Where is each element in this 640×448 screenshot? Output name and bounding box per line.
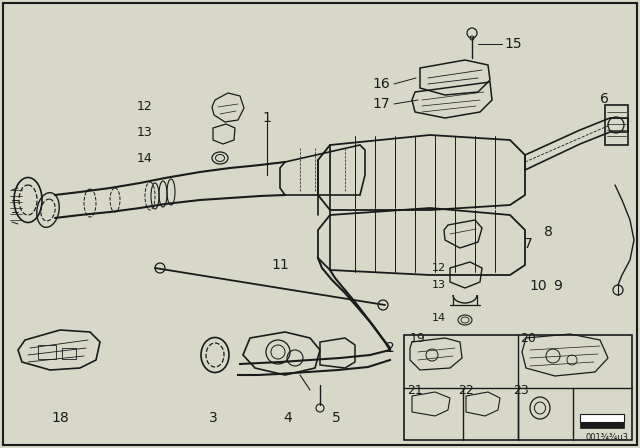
Text: 5: 5 bbox=[332, 411, 340, 425]
Text: 1: 1 bbox=[262, 111, 271, 125]
Text: 18: 18 bbox=[51, 411, 69, 425]
Text: 15: 15 bbox=[504, 37, 522, 51]
Text: 13: 13 bbox=[136, 126, 152, 139]
Text: 22: 22 bbox=[458, 383, 474, 396]
Text: 3: 3 bbox=[209, 411, 218, 425]
Text: 13: 13 bbox=[432, 280, 446, 290]
Text: 19: 19 bbox=[410, 332, 426, 345]
Text: 9: 9 bbox=[554, 279, 563, 293]
Text: 7: 7 bbox=[524, 237, 532, 251]
Text: 14: 14 bbox=[432, 313, 446, 323]
Text: 21: 21 bbox=[407, 383, 423, 396]
Text: 14: 14 bbox=[136, 151, 152, 164]
Bar bbox=[580, 422, 624, 428]
Bar bbox=[580, 414, 624, 422]
Text: 6: 6 bbox=[600, 92, 609, 106]
Bar bbox=[38, 345, 56, 359]
Text: 8: 8 bbox=[543, 225, 552, 239]
Text: 12: 12 bbox=[136, 100, 152, 113]
Text: 2: 2 bbox=[386, 341, 394, 355]
Text: 16: 16 bbox=[372, 77, 390, 91]
Text: 12: 12 bbox=[432, 263, 446, 273]
Text: 11: 11 bbox=[271, 258, 289, 272]
Text: 23: 23 bbox=[513, 383, 529, 396]
Text: 4: 4 bbox=[284, 411, 292, 425]
Text: 20: 20 bbox=[520, 332, 536, 345]
Text: 001¾¾u3: 001¾¾u3 bbox=[585, 433, 628, 442]
Bar bbox=[404, 335, 632, 440]
Text: 10: 10 bbox=[529, 279, 547, 293]
Text: 17: 17 bbox=[372, 97, 390, 111]
Bar bbox=[62, 348, 76, 359]
